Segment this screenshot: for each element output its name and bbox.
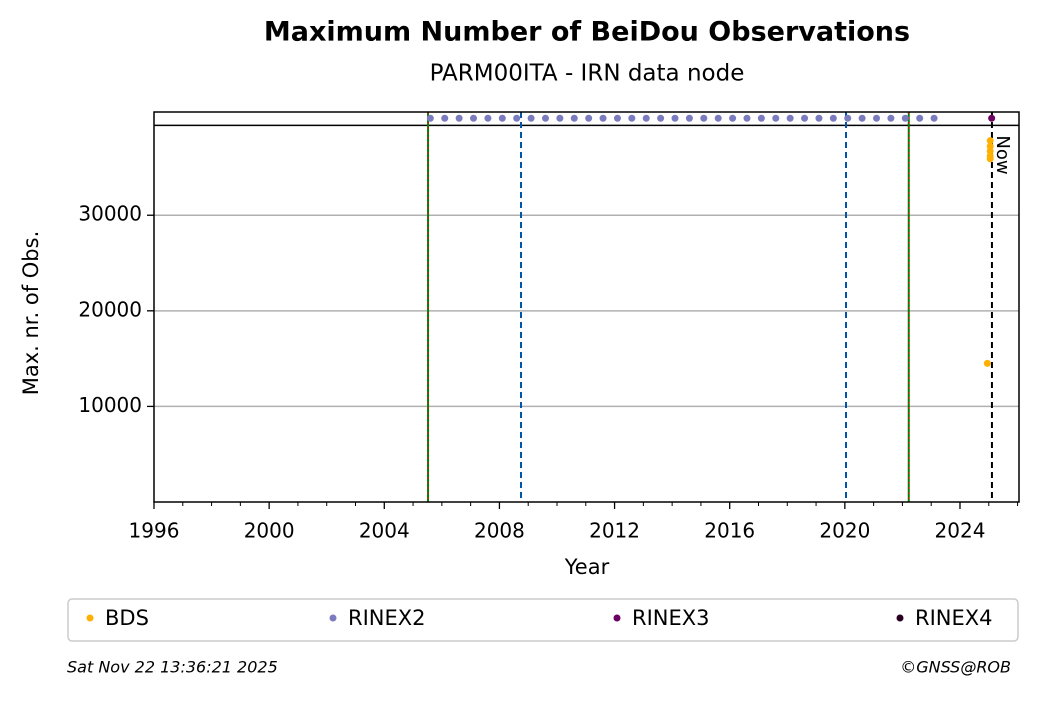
x-tick-label: 2024 — [935, 519, 986, 543]
event-label: Now — [992, 135, 1013, 174]
data-point — [599, 114, 607, 122]
data-point — [930, 114, 938, 122]
x-tick-label: 2008 — [474, 519, 525, 543]
data-point — [729, 114, 737, 122]
data-point — [498, 114, 506, 122]
y-axis-label: Max. nr. of Obs. — [19, 231, 43, 396]
data-point — [700, 114, 708, 122]
data-point — [743, 114, 751, 122]
data-point — [986, 137, 994, 145]
data-point — [887, 114, 895, 122]
data-point — [628, 114, 636, 122]
data-point — [657, 114, 665, 122]
data-point — [772, 114, 780, 122]
data-point — [901, 114, 909, 122]
data-point — [829, 114, 837, 122]
x-tick-label: 2020 — [819, 519, 870, 543]
data-point — [757, 114, 765, 122]
data-point — [426, 114, 434, 122]
chart-subtitle: PARM00ITA - IRN data node — [430, 61, 745, 87]
data-point — [441, 114, 449, 122]
data-point — [685, 114, 693, 122]
legend-label: RINEX2 — [348, 606, 426, 630]
data-point — [786, 114, 794, 122]
data-point — [988, 114, 996, 122]
plot-frame — [153, 111, 1020, 503]
legend-label: RINEX3 — [632, 606, 710, 630]
data-point — [470, 114, 478, 122]
x-tick-label: 1996 — [129, 519, 180, 543]
x-tick-label: 2004 — [359, 519, 410, 543]
data-point — [527, 114, 535, 122]
data-point — [844, 114, 852, 122]
data-point — [570, 114, 578, 122]
data-point — [541, 114, 549, 122]
legend-marker — [86, 614, 94, 622]
legend-label: RINEX4 — [915, 606, 993, 630]
legend-marker — [896, 614, 904, 622]
y-tick-label: 10000 — [78, 393, 142, 417]
legend-label: BDS — [105, 606, 149, 630]
x-tick-label: 2012 — [589, 519, 640, 543]
chart-title: Maximum Number of BeiDou Observations — [264, 17, 910, 48]
y-tick-label: 20000 — [78, 297, 142, 321]
data-point — [556, 114, 564, 122]
data-point — [815, 114, 823, 122]
data-point — [613, 114, 621, 122]
x-tick-label: 2000 — [244, 519, 295, 543]
legend-marker — [613, 614, 621, 622]
data-point — [585, 114, 593, 122]
data-point — [983, 359, 991, 367]
data-point — [513, 114, 521, 122]
data-point — [671, 114, 679, 122]
x-tick-label: 2016 — [704, 519, 755, 543]
legend-box — [67, 598, 1019, 642]
data-point — [916, 114, 924, 122]
legend-marker — [329, 614, 337, 622]
data-point — [986, 155, 994, 163]
footer-date: Sat Nov 22 13:36:21 2025 — [67, 658, 278, 677]
data-point — [484, 114, 492, 122]
data-point — [714, 114, 722, 122]
y-tick-label: 30000 — [78, 202, 142, 226]
data-point — [455, 114, 463, 122]
x-axis-label: Year — [564, 555, 610, 579]
footer-copyright: ©GNSS@ROB — [900, 658, 1011, 677]
data-point — [873, 114, 881, 122]
data-point — [801, 114, 809, 122]
data-point — [858, 114, 866, 122]
data-point — [642, 114, 650, 122]
